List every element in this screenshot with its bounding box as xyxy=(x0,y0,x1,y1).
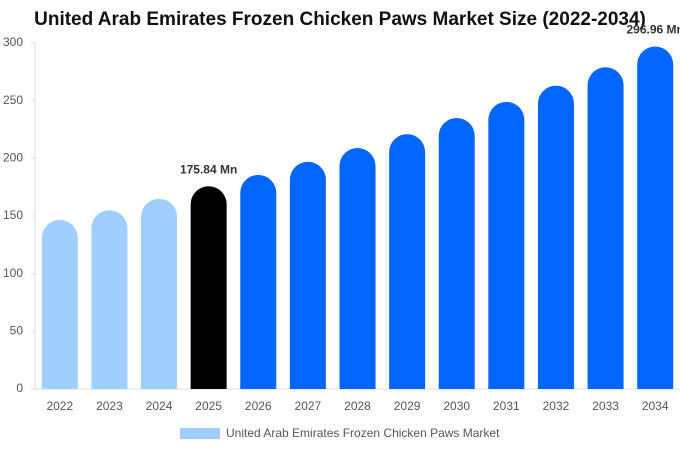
bar xyxy=(637,46,674,389)
bar xyxy=(438,117,475,389)
x-tick-label: 2032 xyxy=(543,399,570,413)
bar xyxy=(537,85,574,389)
bar xyxy=(587,67,624,389)
legend-label: United Arab Emirates Frozen Chicken Paws… xyxy=(226,426,500,440)
x-tick-label: 2031 xyxy=(493,399,520,413)
chart-title: United Arab Emirates Frozen Chicken Paws… xyxy=(34,9,646,30)
x-tick-label: 2034 xyxy=(642,399,669,413)
bar xyxy=(141,198,178,389)
x-tick-label: 2033 xyxy=(592,399,619,413)
y-tick-label: 50 xyxy=(10,324,24,338)
x-tick-label: 2023 xyxy=(96,399,123,413)
bar xyxy=(41,219,78,389)
bar xyxy=(488,101,525,390)
x-tick-label: 2030 xyxy=(443,399,470,413)
y-tick-label: 250 xyxy=(3,93,23,107)
value-label: 175.84 Mn xyxy=(180,162,237,176)
bar xyxy=(190,186,227,389)
x-tick-label: 2024 xyxy=(146,399,173,413)
x-tick-label: 2022 xyxy=(46,399,73,413)
bar xyxy=(389,134,426,389)
bar xyxy=(289,161,326,389)
y-tick-label: 0 xyxy=(16,381,23,395)
x-tick-label: 2028 xyxy=(344,399,371,413)
value-label: 296.96 Mn xyxy=(627,23,680,37)
legend-swatch xyxy=(180,428,220,439)
bar xyxy=(240,174,277,389)
x-tick-label: 2029 xyxy=(394,399,421,413)
bar xyxy=(91,210,128,389)
y-tick-label: 200 xyxy=(3,151,23,165)
y-tick-label: 150 xyxy=(3,208,23,222)
y-tick-label: 300 xyxy=(3,35,23,49)
y-tick-label: 100 xyxy=(3,266,23,280)
x-tick-label: 2025 xyxy=(195,399,222,413)
x-tick-label: 2027 xyxy=(295,399,322,413)
x-tick-label: 2026 xyxy=(245,399,272,413)
bar xyxy=(339,147,376,389)
